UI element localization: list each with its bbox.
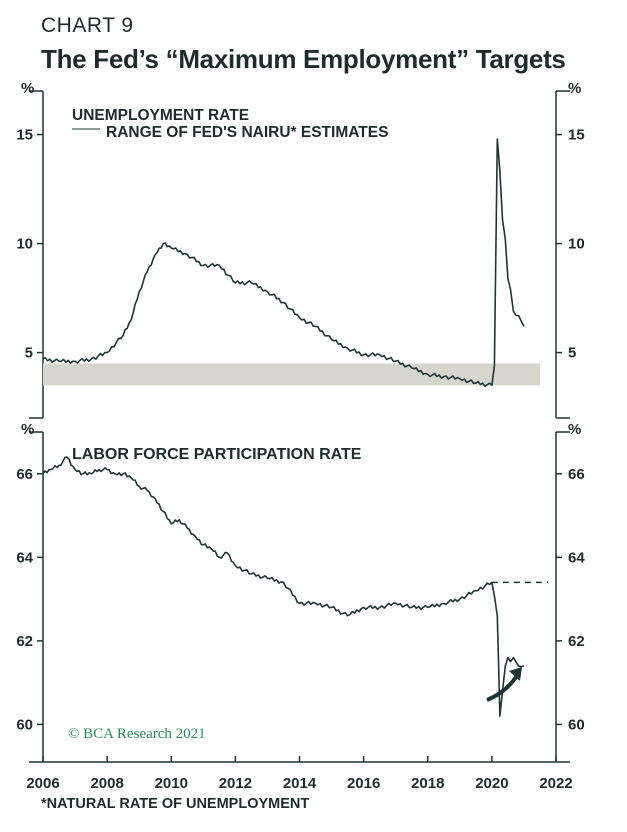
x-tick-label: 2010 (155, 775, 188, 790)
participation-panel: % % 60 60 62 62 64 64 66 66 (16, 421, 585, 733)
y-tick-label-left: 64 (16, 549, 33, 566)
unit-label-left: % (21, 80, 34, 97)
legend-unemployment-rate: UNEMPLOYMENT RATE (72, 107, 249, 124)
watermark: © BCA Research 2021 (68, 726, 206, 742)
legend-nairu-range: RANGE OF FED'S NAIRU* ESTIMATES (106, 124, 388, 141)
y-tick-label-left: 62 (16, 633, 33, 650)
y-tick-label-left: 10 (16, 236, 33, 253)
x-tick-label: 2020 (475, 775, 508, 790)
footnote: *NATURAL RATE OF UNEMPLOYMENT (41, 796, 310, 812)
y-tick-label-left: 15 (16, 127, 33, 144)
y-tick-label-left: 5 (25, 345, 33, 362)
unit-label-right: % (568, 421, 581, 438)
y-tick-label-right: 10 (568, 236, 585, 253)
y-tick-label-right: 15 (568, 127, 585, 144)
y-tick-label-right: 60 (568, 716, 585, 733)
y-tick-label-right: 5 (568, 345, 576, 362)
y-tick-label-right: 64 (568, 549, 585, 566)
recovery-arrow-head (509, 667, 522, 681)
chart-svg: % % 5 5 10 10 15 15 % % 60 60 62 62 64 64 66 66 2006 2008… (16, 80, 585, 790)
x-tick-label: 2014 (283, 775, 317, 790)
y-tick-label-right: 66 (568, 466, 585, 483)
series-line (42, 456, 525, 717)
chart-title: The Fed’s “Maximum Employment” Targets (41, 44, 566, 74)
x-tick-label: 2006 (26, 775, 59, 790)
chart-frame (29, 90, 570, 763)
y-tick-label-right: 62 (568, 633, 585, 650)
x-axis: 2006 2008 2010 2012 2014 2016 2018 2020 2022 (26, 756, 573, 790)
x-tick-label: 2022 (539, 775, 572, 790)
x-tick-label: 2008 (90, 775, 123, 790)
series-line (42, 138, 525, 387)
nairu-band (43, 363, 540, 386)
x-tick-label: 2018 (411, 775, 444, 790)
participation-label: LABOR FORCE PARTICIPATION RATE (72, 446, 362, 463)
y-tick-label-left: 66 (16, 466, 33, 483)
unit-label-left: % (21, 421, 34, 438)
chart-label: CHART 9 (41, 14, 134, 37)
unemployment-panel: % % 5 5 10 10 15 15 (16, 80, 585, 387)
x-tick-label: 2012 (219, 775, 252, 790)
y-tick-label-left: 60 (16, 716, 33, 733)
unit-label-right: % (568, 80, 581, 97)
x-tick-label: 2016 (347, 775, 380, 790)
